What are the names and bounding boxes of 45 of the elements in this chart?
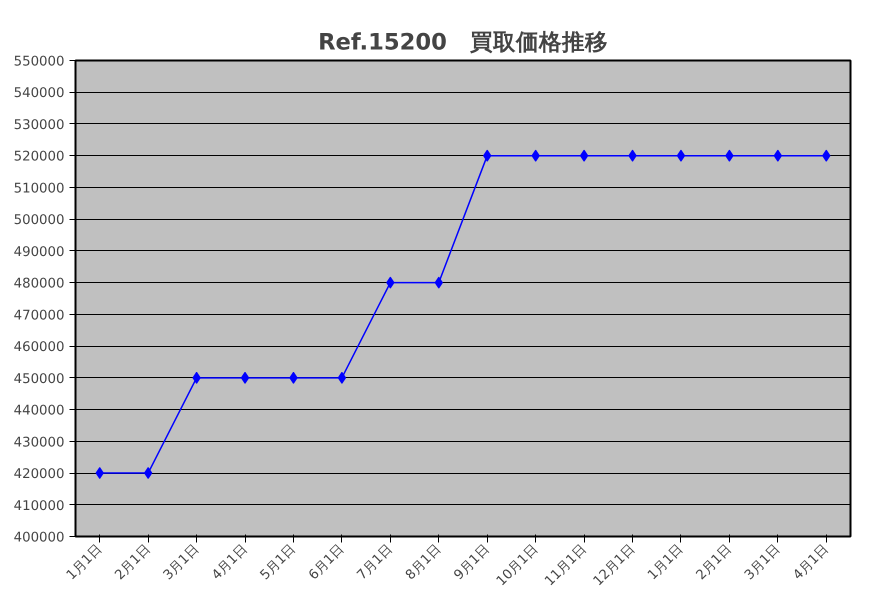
y-tick-label: 530000 bbox=[14, 118, 65, 133]
x-tick-label: 11月1日 bbox=[542, 542, 590, 590]
x-tick-label: 1月1日 bbox=[645, 542, 686, 584]
x-tick-label: 5月1日 bbox=[258, 542, 299, 584]
y-tick-label: 420000 bbox=[14, 467, 65, 482]
y-tick-label: 470000 bbox=[14, 308, 65, 324]
point bbox=[144, 467, 152, 480]
point bbox=[580, 150, 588, 162]
point bbox=[725, 150, 734, 162]
x-tick-label: 12月1日 bbox=[590, 542, 638, 590]
x-tick-label: 10月1日 bbox=[494, 542, 541, 590]
x-tick-label: 4月1日 bbox=[209, 542, 250, 584]
y-tick-label: 520000 bbox=[14, 150, 65, 165]
point bbox=[240, 372, 250, 384]
point bbox=[386, 276, 395, 289]
y-tick-label: 540000 bbox=[14, 86, 65, 102]
x-tick-label: 8月1日 bbox=[403, 542, 444, 584]
x-tick-label: 1月1日 bbox=[64, 542, 106, 584]
y-tick-label: 430000 bbox=[14, 435, 65, 450]
point bbox=[531, 150, 540, 162]
y-tick-label: 400000 bbox=[14, 530, 65, 546]
point bbox=[774, 150, 782, 162]
y-tick-label: 510000 bbox=[14, 181, 65, 196]
y-tick-label: 490000 bbox=[14, 244, 65, 260]
x-tick-label: 2月1日 bbox=[694, 542, 735, 584]
y-tick-label: 460000 bbox=[14, 340, 65, 356]
x-tick-label: 3月1日 bbox=[742, 542, 784, 584]
y-tick-label: 440000 bbox=[14, 404, 65, 419]
chart-title: Ref.15200 買取価格推移 bbox=[318, 30, 608, 56]
x-tick-label: 7月1日 bbox=[354, 542, 396, 584]
y-tick-label: 480000 bbox=[14, 276, 65, 292]
point bbox=[289, 372, 298, 384]
point bbox=[628, 150, 637, 162]
x-tick-label: 9月1日 bbox=[452, 542, 493, 584]
x-tick-label: 4月1日 bbox=[790, 542, 832, 584]
point bbox=[192, 372, 201, 384]
y-tick-label: 450000 bbox=[14, 372, 65, 387]
y-tick-label: 550000 bbox=[14, 54, 65, 70]
point bbox=[676, 150, 686, 162]
x-tick-label: 6月1日 bbox=[306, 542, 348, 584]
y-tick-label: 500000 bbox=[14, 213, 65, 228]
y-tick-label: 410000 bbox=[14, 498, 65, 514]
x-tick-label: 2月1日 bbox=[112, 542, 154, 584]
point bbox=[338, 372, 346, 384]
x-tick-label: 3月1日 bbox=[160, 542, 202, 584]
